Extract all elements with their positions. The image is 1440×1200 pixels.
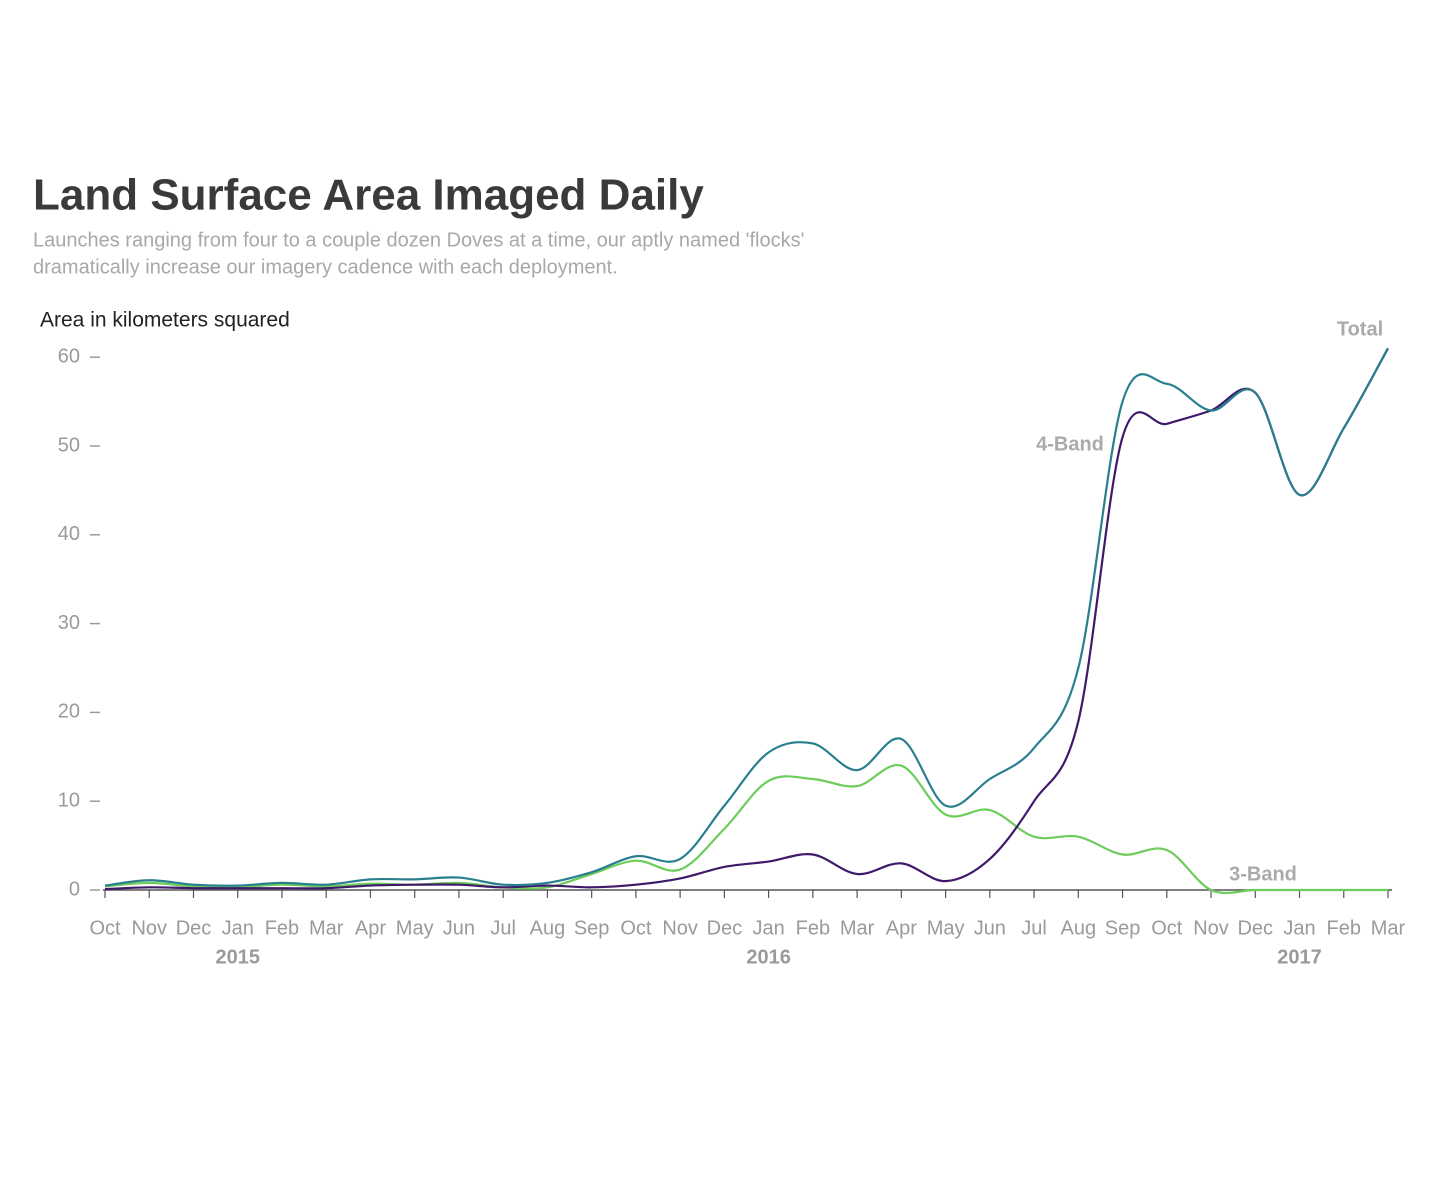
x-tick-label: Aug [530, 917, 566, 939]
x-tick-label: Jan [222, 917, 254, 939]
subtitle: Launches ranging from four to a couple d… [33, 229, 804, 251]
year-label: 2017 [1277, 946, 1322, 968]
series-line [104, 347, 1389, 891]
x-tick-label: Dec [176, 917, 212, 939]
x-tick-label: Oct [1151, 917, 1183, 939]
series-label: Total [1337, 318, 1383, 340]
series-label: 3-Band [1229, 863, 1297, 885]
x-tick-label: Nov [1193, 917, 1229, 939]
series-line [104, 347, 1389, 887]
x-tick-label: Apr [355, 917, 386, 939]
x-tick-label: Dec [1237, 917, 1273, 939]
x-tick-label: Mar [309, 917, 344, 939]
series-label: 4-Band [1036, 433, 1104, 455]
x-tick-label: May [396, 917, 434, 939]
x-tick-label: Dec [707, 917, 743, 939]
y-tick-label: 50 [58, 434, 80, 456]
x-tick-label: Feb [265, 917, 299, 939]
x-tick-label: Oct [89, 917, 121, 939]
y-tick-label: 40 [58, 523, 80, 545]
x-tick-label: Feb [1327, 917, 1361, 939]
x-tick-label: Feb [796, 917, 830, 939]
x-tick-label: Jul [1021, 917, 1047, 939]
x-tick-label: Aug [1061, 917, 1097, 939]
x-tick-label: Sep [574, 917, 610, 939]
x-tick-label: Jun [974, 917, 1006, 939]
x-tick-label: Nov [131, 917, 167, 939]
x-tick-label: Mar [1371, 917, 1406, 939]
y-tick-label: 0 [69, 878, 80, 900]
x-tick-label: Nov [662, 917, 698, 939]
series-line [104, 764, 1388, 895]
chart-title: Land Surface Area Imaged Daily [33, 171, 704, 220]
x-tick-label: Jul [490, 917, 516, 939]
y-tick-label: 10 [58, 789, 80, 811]
x-tick-label: Jan [1283, 917, 1315, 939]
y-tick-label: 30 [58, 612, 80, 634]
x-tick-label: May [927, 917, 965, 939]
x-tick-label: Sep [1105, 917, 1141, 939]
x-tick-label: Jan [752, 917, 784, 939]
year-label: 2016 [746, 946, 791, 968]
year-label: 2015 [215, 946, 260, 968]
x-tick-label: Apr [886, 917, 917, 939]
y-axis-label: Area in kilometers squared [40, 309, 290, 332]
x-tick-label: Mar [840, 917, 875, 939]
subtitle: dramatically increase our imagery cadenc… [33, 256, 618, 278]
y-tick-label: 20 [58, 701, 80, 723]
y-tick-label: 60 [58, 345, 80, 367]
x-tick-label: Jun [443, 917, 475, 939]
x-tick-label: Oct [620, 917, 652, 939]
